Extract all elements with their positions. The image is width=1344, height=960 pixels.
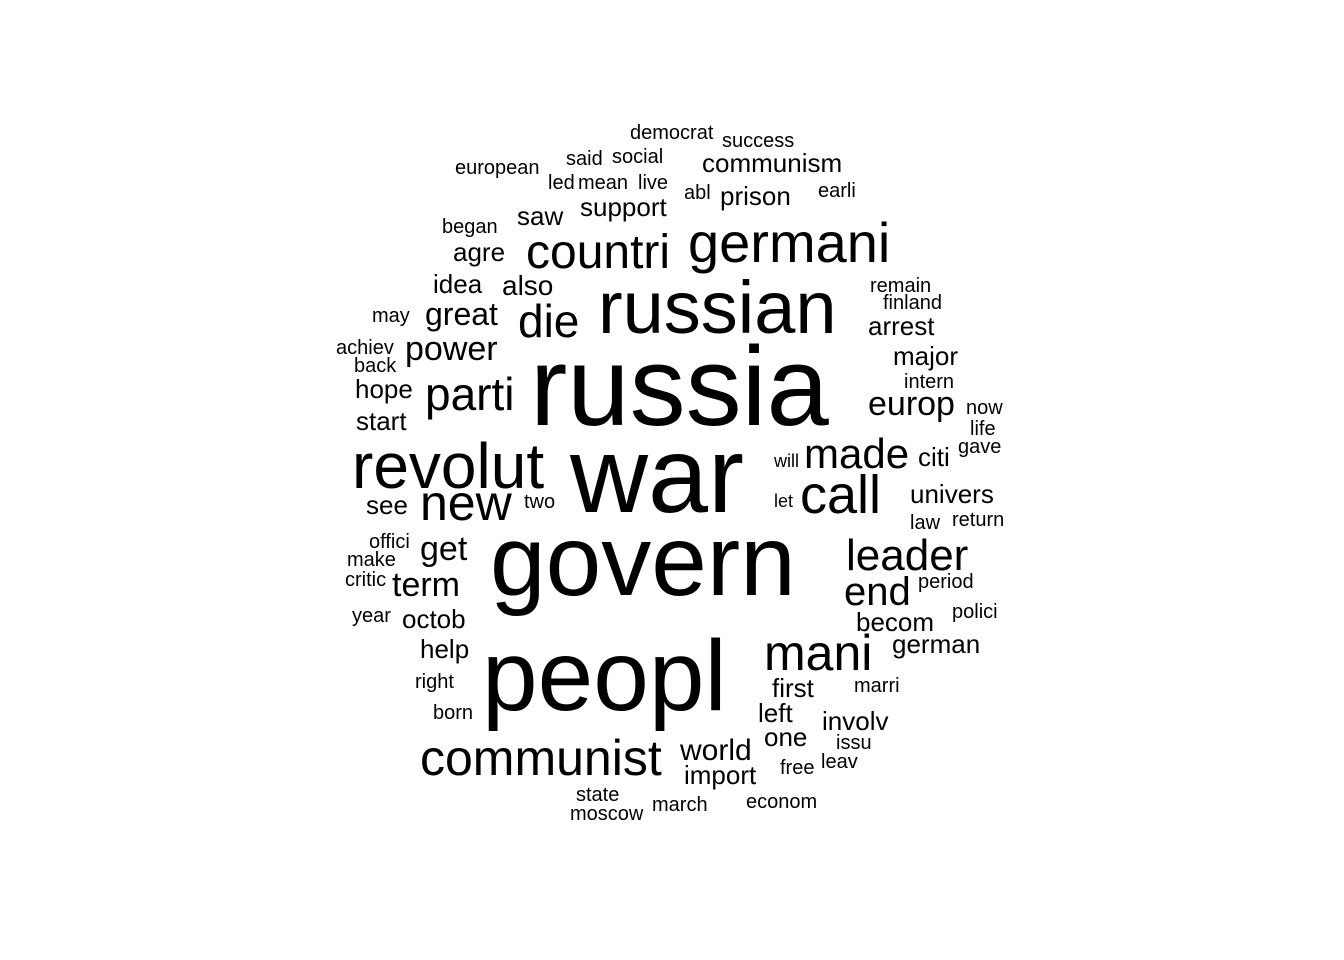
word-said: said — [566, 148, 603, 170]
word-communism: communism — [702, 148, 842, 178]
word-left: left — [758, 698, 793, 728]
word-communist: communist — [420, 730, 662, 786]
word-mani: mani — [764, 625, 872, 681]
word-world: world — [679, 734, 752, 767]
word-finland: finland — [883, 292, 942, 314]
word-saw: saw — [517, 201, 563, 231]
word-live: live — [638, 172, 668, 194]
word-democrat: democrat — [630, 122, 714, 144]
word-end: end — [844, 570, 911, 614]
word-univers: univers — [910, 479, 994, 509]
word-leav: leav — [821, 751, 858, 773]
word-return: return — [952, 509, 1004, 531]
word-achiev: achiev — [336, 337, 394, 359]
word-began: began — [442, 216, 498, 238]
word-german: german — [892, 629, 980, 659]
word-mean: mean — [578, 172, 628, 194]
word-led: led — [548, 172, 575, 194]
word-marri: marri — [854, 675, 900, 697]
word-hope: hope — [355, 374, 413, 404]
word-also: also — [502, 270, 553, 301]
word-leader: leader — [846, 531, 968, 580]
word-social: social — [612, 146, 663, 168]
word-great: great — [425, 296, 498, 332]
word-import: import — [684, 760, 757, 790]
word-major: major — [893, 341, 958, 371]
word-get: get — [420, 530, 468, 568]
word-idea: idea — [433, 269, 483, 299]
word-right: right — [415, 671, 454, 693]
word-make: make — [347, 549, 396, 571]
word-becom: becom — [856, 607, 934, 637]
word-state: state — [576, 784, 619, 806]
word-revolut: revolut — [352, 430, 544, 502]
word-help: help — [420, 634, 469, 664]
word-may: may — [372, 305, 410, 327]
word-econom: econom — [746, 791, 817, 813]
word-arrest: arrest — [868, 311, 935, 341]
word-russian: russian — [598, 266, 837, 349]
word-offici: offici — [369, 531, 410, 553]
word-polici: polici — [952, 601, 998, 623]
word-earli: earli — [818, 180, 856, 202]
word-one: one — [764, 722, 807, 752]
word-prison: prison — [720, 181, 791, 211]
word-octob: octob — [402, 604, 466, 634]
word-will: will — [773, 451, 799, 471]
word-term: term — [392, 566, 460, 604]
word-two: two — [524, 491, 555, 513]
word-die: die — [518, 295, 579, 347]
word-issu: issu — [836, 732, 872, 754]
word-abl: abl — [684, 182, 711, 204]
word-germani: germani — [688, 211, 890, 274]
word-citi: citi — [918, 442, 950, 472]
word-countri: countri — [526, 226, 670, 279]
word-now: now — [966, 397, 1003, 419]
word-see: see — [366, 490, 408, 520]
word-made: made — [804, 430, 909, 477]
word-war: war — [569, 414, 744, 535]
word-call: call — [800, 465, 881, 525]
word-remain: remain — [870, 275, 931, 297]
word-back: back — [354, 355, 397, 377]
word-let: let — [774, 491, 793, 511]
word-govern: govern — [490, 505, 796, 617]
word-europ: europ — [868, 385, 955, 423]
word-intern: intern — [904, 371, 954, 393]
word-support: support — [580, 192, 667, 222]
word-start: start — [356, 406, 407, 436]
word-life: life — [970, 418, 996, 440]
word-russia: russia — [530, 324, 829, 449]
word-parti: parti — [425, 368, 514, 420]
word-march: march — [652, 794, 708, 816]
word-critic: critic — [345, 569, 386, 591]
word-free: free — [780, 757, 814, 779]
word-european: european — [455, 157, 540, 179]
word-agre: agre — [453, 237, 505, 267]
word-peopl: peopl — [482, 620, 727, 732]
word-law: law — [910, 512, 941, 534]
word-first: first — [772, 673, 815, 703]
word-new: new — [420, 475, 513, 531]
word-power: power — [405, 330, 498, 368]
word-involv: involv — [822, 706, 888, 736]
word-year: year — [352, 605, 391, 627]
word-moscow: moscow — [570, 803, 644, 825]
word-period: period — [918, 571, 974, 593]
word-gave: gave — [958, 436, 1001, 458]
word-born: born — [433, 702, 473, 724]
word-success: success — [722, 130, 794, 152]
